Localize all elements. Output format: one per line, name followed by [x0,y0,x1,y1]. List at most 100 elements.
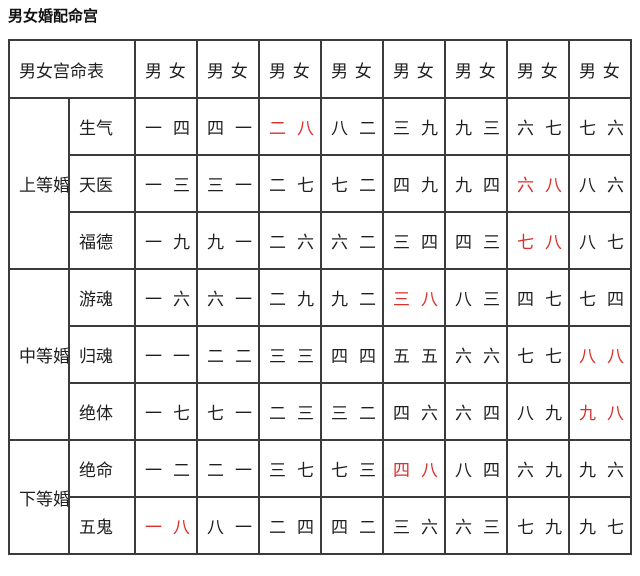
female-value: 一 [235,290,252,309]
male-value: 二 [269,518,286,537]
female-value: 四 [297,518,314,537]
male-value: 一 [145,347,162,366]
male-value: 九 [579,518,596,537]
female-value: 四 [483,404,500,423]
male-value: 一 [145,404,162,423]
column-header-cell: 男 女 [258,39,322,99]
pair-cell: 六一 [196,268,260,327]
page-title: 男女婚配命宫 [8,8,99,25]
female-value: 八 [545,176,562,195]
male-value: 三 [393,233,410,252]
female-value: 八 [421,461,438,480]
male-value: 二 [207,347,224,366]
pair-cell: 七一 [196,382,260,441]
pair-cell: 八一 [196,496,260,555]
female-value: 一 [235,119,252,138]
pair-cell: 七三 [320,439,384,498]
male-value: 九 [579,404,596,423]
male-value: 七 [517,233,534,252]
pair-cell: 三八 [382,268,446,327]
pair-cell: 二六 [258,211,322,270]
pair-cell: 一四 [134,97,198,156]
male-value: 六 [517,119,534,138]
female-value: 八 [297,119,314,138]
female-value: 三 [173,176,190,195]
group-cell: 上等婚 [8,97,70,270]
pair-cell: 一八 [134,496,198,555]
pair-cell: 三二 [320,382,384,441]
female-value: 六 [421,404,438,423]
pair-cell: 九一 [196,211,260,270]
female-value: 九 [545,461,562,480]
female-value: 四 [483,176,500,195]
male-value: 二 [269,176,286,195]
pair-cell: 八三 [444,268,508,327]
female-value: 四 [359,347,376,366]
female-value: 三 [359,461,376,480]
pair-cell: 四九 [382,154,446,213]
row-label-cell: 生气 [68,97,136,156]
female-value: 四 [607,290,624,309]
male-value: 八 [455,290,472,309]
column-header-cell: 男 女 [320,39,384,99]
male-value: 四 [393,404,410,423]
male-value: 二 [269,404,286,423]
female-value: 七 [545,347,562,366]
female-value: 二 [359,518,376,537]
male-value: 六 [455,347,472,366]
male-value: 九 [207,233,224,252]
pair-cell: 六六 [444,325,508,384]
male-value: 三 [393,518,410,537]
column-header-cell: 男 女 [382,39,446,99]
male-value: 七 [517,518,534,537]
male-value: 八 [579,233,596,252]
pair-cell: 一七 [134,382,198,441]
pair-cell: 六四 [444,382,508,441]
pair-cell: 一三 [134,154,198,213]
male-value: 三 [331,404,348,423]
male-value: 四 [393,176,410,195]
male-value: 三 [269,461,286,480]
group-cell: 下等婚 [8,439,70,555]
male-value: 一 [145,176,162,195]
pair-cell: 六九 [506,439,570,498]
female-value: 三 [297,347,314,366]
row-label-cell: 绝体 [68,382,136,441]
female-value: 七 [173,404,190,423]
table-row: 中等婚 游魂一六六一二九九二三八八三四七七四 [8,268,632,441]
male-value: 七 [331,461,348,480]
male-value: 六 [207,290,224,309]
female-value: 八 [545,233,562,252]
male-value: 五 [393,347,410,366]
table-row: 上等婚 生气一四四一二八八二三九九三六七七六 [8,97,632,270]
pair-cell: 四八 [382,439,446,498]
female-value: 三 [483,290,500,309]
table-body: 上等婚 生气一四四一二八八二三九九三六七七六天医一三三一二七七二四九九四六八八六福… [8,97,632,555]
male-value: 八 [331,119,348,138]
pair-cell: 九四 [444,154,508,213]
male-value: 八 [579,347,596,366]
male-value: 四 [207,119,224,138]
male-value: 七 [517,347,534,366]
female-value: 四 [173,119,190,138]
pair-cell: 一一 [134,325,198,384]
male-value: 七 [331,176,348,195]
pair-cell: 九三 [444,97,508,156]
female-value: 六 [607,176,624,195]
male-value: 一 [145,518,162,537]
female-value: 七 [607,518,624,537]
female-value: 三 [483,233,500,252]
pair-cell: 二三 [258,382,322,441]
female-value: 一 [235,176,252,195]
male-value: 七 [579,290,596,309]
female-value: 二 [235,347,252,366]
compatibility-table: 男女宫命表 男 女男 女男 女男 女男 女男 女男 女男 女 上等婚 生气一四四一… [8,39,632,555]
pair-cell: 六二 [320,211,384,270]
row-label-cell: 绝命 [68,439,136,498]
pair-cell: 七四 [568,268,632,327]
pair-cell: 七二 [320,154,384,213]
pair-cell: 八九 [506,382,570,441]
female-value: 九 [173,233,190,252]
male-value: 四 [331,347,348,366]
pair-cell: 七七 [506,325,570,384]
